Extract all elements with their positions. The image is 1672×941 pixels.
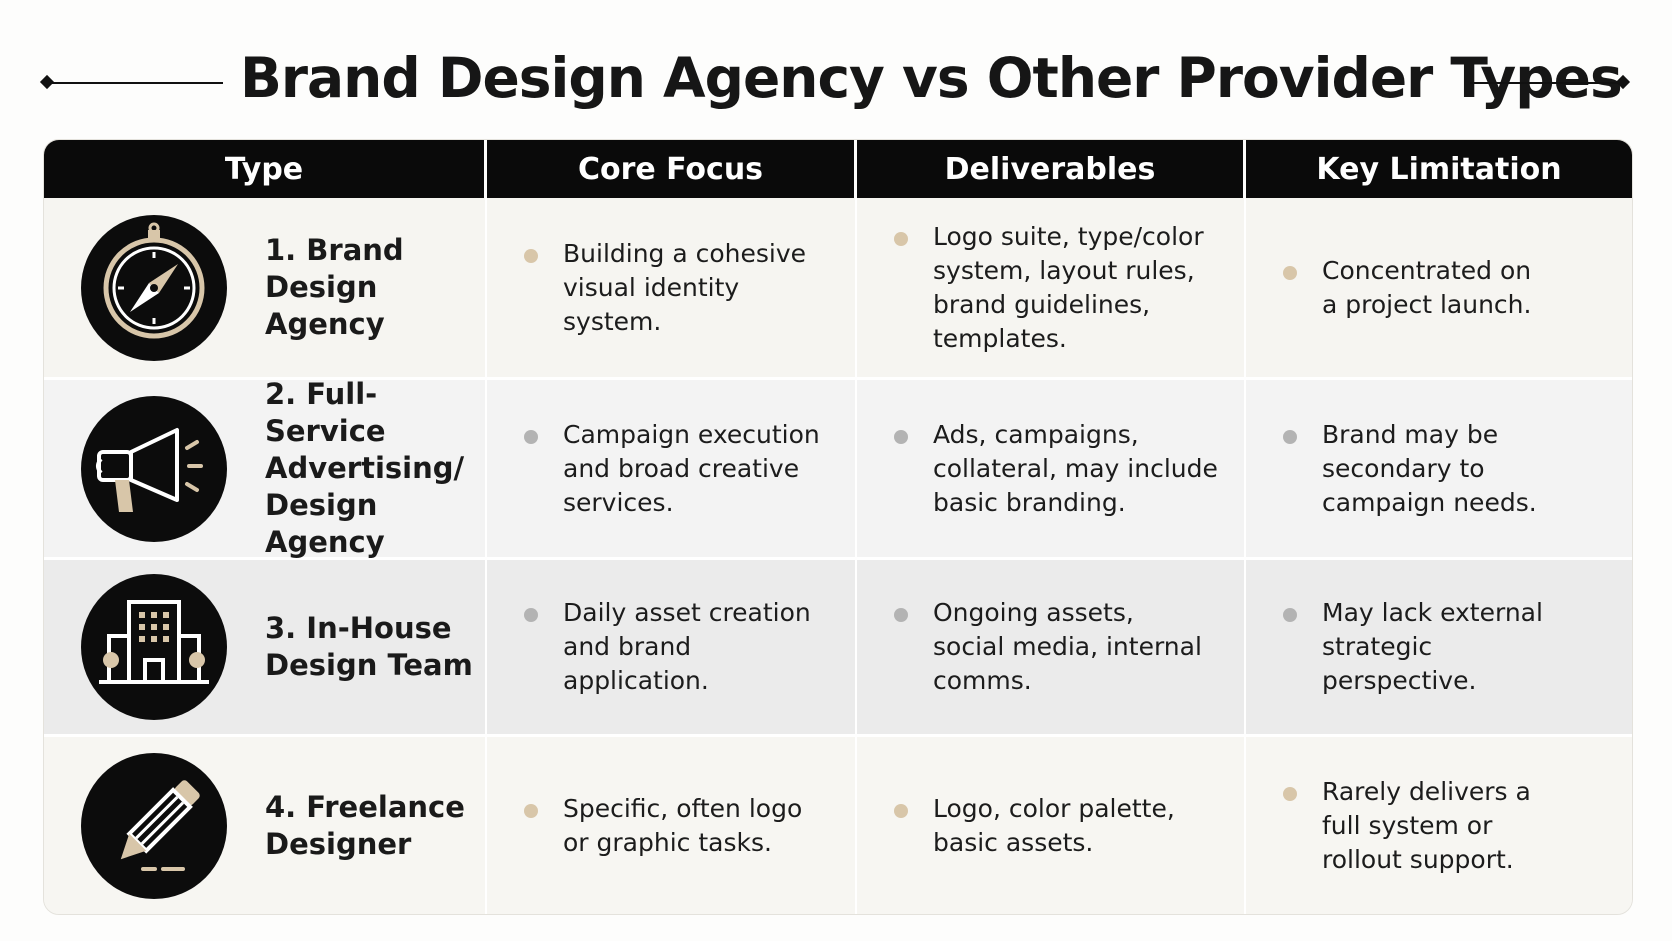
deliverables-cell: Logo, color palette, basic assets. [857,737,1246,914]
bullet-icon [894,608,908,622]
bullet-icon [894,803,908,818]
core-focus-cell: Specific, often logo or graphic tasks. [487,737,857,914]
limitation-text: May lack external strategic perspective. [1322,598,1543,695]
type-cell: 1. Brand Design Agency [44,198,487,377]
deliverables-cell: Ads, campaigns, collateral, may include … [857,380,1246,557]
table-row: 3. In-House Design Team Daily asset crea… [44,560,1632,737]
type-cell: 4. Freelance Designer [44,737,487,914]
type-cell: 2. Full-Service Advertising/ Design Agen… [44,377,487,559]
bullet-icon [894,231,908,246]
limitation-cell: Brand may be secondary to campaign needs… [1246,380,1632,557]
title-divider-left [46,82,223,84]
column-header-deliverables: Deliverables [857,140,1246,198]
core-focus-text: Building a cohesive visual identity syst… [563,238,807,336]
core-focus-text: Campaign execution and broad creative se… [563,419,820,517]
deliverables-text: Logo suite, type/color system, layout ru… [933,221,1204,353]
megaphone-icon [81,395,227,542]
deliverables-text: Logo, color palette, basic assets. [933,793,1175,857]
deliverables-cell: Ongoing assets, social media, internal c… [857,560,1246,734]
core-focus-cell: Campaign execution and broad creative se… [487,380,857,557]
column-header-type: Type [44,140,487,198]
limitation-cell: Concentrated on a project launch. [1246,198,1632,377]
table-header: Type Core Focus Deliverables Key Limitat… [44,140,1632,198]
table-row: 2. Full-Service Advertising/ Design Agen… [44,377,1632,560]
limitation-text: Rarely delivers a full system or rollout… [1322,776,1531,874]
limitation-cell: May lack external strategic perspective. [1246,560,1632,734]
bullet-icon [524,429,538,444]
deliverables-text: Ads, campaigns, collateral, may include … [933,419,1218,517]
type-name: 2. Full-Service Advertising/ Design Agen… [265,377,465,559]
title-row: Brand Design Agency vs Other Provider Ty… [0,40,1672,120]
bullet-icon [524,608,538,622]
title-divider-right [1470,82,1622,84]
page-title: Brand Design Agency vs Other Provider Ty… [240,46,1623,110]
core-focus-text: Daily asset creation and brand applicati… [563,598,811,695]
deliverables-text: Ongoing assets, social media, internal c… [933,598,1202,695]
bullet-icon [1283,265,1297,280]
bullet-icon [1283,608,1297,622]
bullet-icon [894,429,908,444]
type-name: 4. Freelance Designer [265,789,465,861]
table-row: 4. Freelance Designer Specific, often lo… [44,737,1632,914]
comparison-table: Type Core Focus Deliverables Key Limitat… [43,139,1633,915]
core-focus-cell: Daily asset creation and brand applicati… [487,560,857,734]
compass-icon [81,214,227,361]
bullet-icon [524,248,538,263]
bullet-icon [1283,786,1297,801]
building-icon [81,574,227,720]
bullet-icon [524,803,538,818]
core-focus-cell: Building a cohesive visual identity syst… [487,198,857,377]
column-header-key-limitation: Key Limitation [1316,151,1562,187]
deliverables-cell: Logo suite, type/color system, layout ru… [857,198,1246,377]
column-header-core-focus: Core Focus [487,140,857,198]
diamond-left-icon [39,74,55,90]
type-name: 3. In-House Design Team [265,611,473,682]
table-row: 1. Brand Design Agency Building a cohesi… [44,198,1632,380]
core-focus-text: Specific, often logo or graphic tasks. [563,793,803,857]
bullet-icon [1283,429,1297,444]
type-name: 1. Brand Design Agency [265,233,404,341]
type-cell: 3. In-House Design Team [44,560,487,734]
limitation-cell: Rarely delivers a full system or rollout… [1246,737,1632,914]
limitation-text: Concentrated on a project launch. [1322,255,1532,319]
limitation-text: Brand may be secondary to campaign needs… [1322,419,1537,517]
pencil-icon [81,752,227,899]
